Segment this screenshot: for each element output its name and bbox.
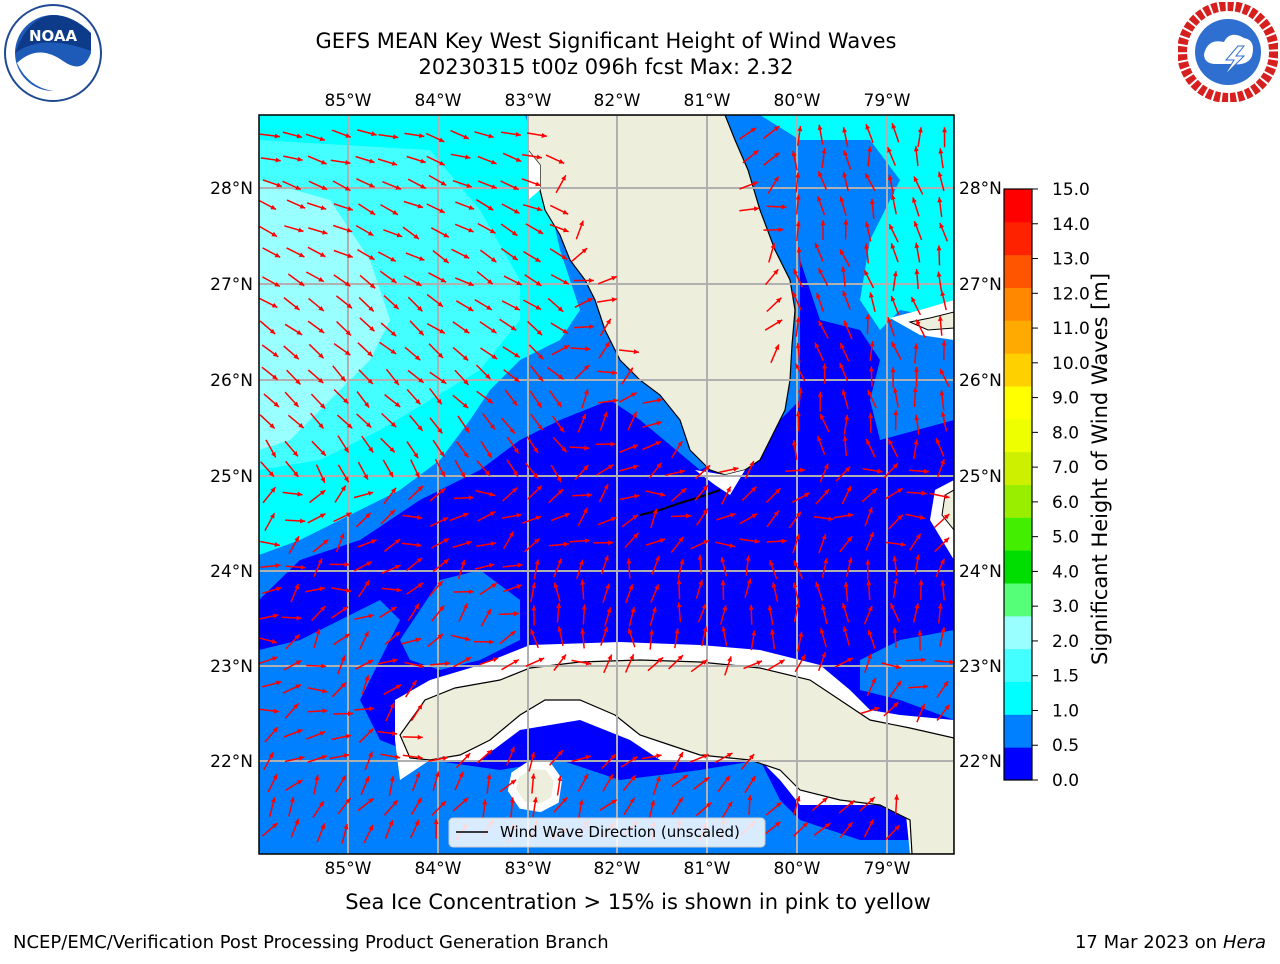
colorbar-segment <box>1004 550 1032 583</box>
lat-label-right-3: 25°N <box>959 467 1002 487</box>
colorbar-segment <box>1004 288 1032 321</box>
colorbar-tick-label-11: 9.0 <box>1052 389 1079 409</box>
colorbar-tick-label-3: 1.5 <box>1052 667 1079 687</box>
lon-label-bottom-2: 83°W <box>505 859 552 879</box>
lon-label-bottom-1: 84°W <box>415 859 462 879</box>
colorbar-tick-label-4: 2.0 <box>1052 632 1079 652</box>
lon-label-bottom-5: 80°W <box>774 859 821 879</box>
colorbar-label: Significant Height of Wind Waves [m] <box>1086 259 1114 679</box>
lat-label-left-3: 25°N <box>210 467 253 487</box>
footer-date-text: 17 Mar 2023 on <box>1075 932 1217 953</box>
colorbar-segment <box>1004 649 1032 682</box>
lat-label-left-2: 26°N <box>210 371 253 391</box>
colorbar: 0.0 0.5 1.0 1.5 2.0 3.0 4.0 5.0 6.0 7.0 8.0 9.0 10.0… <box>1004 180 1090 791</box>
lat-label-left-4: 24°N <box>210 562 253 582</box>
colorbar-segment <box>1004 255 1032 288</box>
colorbar-tick-label-2: 1.0 <box>1052 701 1079 721</box>
colorbar-segment <box>1004 616 1032 649</box>
footer-branch: NCEP/EMC/Verification Post Processing Pr… <box>13 932 609 953</box>
lon-label-top-3: 82°W <box>594 91 641 111</box>
colorbar-tick-label-10: 8.0 <box>1052 423 1079 443</box>
lat-label-right-6: 22°N <box>959 752 1002 772</box>
colorbar-segment <box>1004 386 1032 419</box>
colorbar-tick-label-9: 7.0 <box>1052 458 1079 478</box>
colorbar-segment <box>1004 682 1032 715</box>
lon-label-top-5: 80°W <box>774 91 821 111</box>
footer-machine: Hera <box>1223 932 1266 953</box>
footer-date: 17 Mar 2023 on Hera <box>1075 932 1266 953</box>
colorbar-tick-label-16: 14.0 <box>1052 215 1090 235</box>
lon-label-bottom-0: 85°W <box>325 859 372 879</box>
colorbar-segment <box>1004 517 1032 550</box>
lat-label-right-4: 24°N <box>959 562 1002 582</box>
colorbar-tick-label-7: 5.0 <box>1052 528 1079 548</box>
lon-label-top-0: 85°W <box>325 91 372 111</box>
lat-label-right-1: 27°N <box>959 275 1002 295</box>
sea-ice-note: Sea Ice Concentration > 15% is shown in … <box>258 890 1018 914</box>
colorbar-segment <box>1004 714 1032 747</box>
lon-label-bottom-6: 79°W <box>864 859 911 879</box>
lat-label-right-2: 26°N <box>959 371 1002 391</box>
colorbar-tick-label-13: 11.0 <box>1052 319 1090 339</box>
lat-label-left-1: 27°N <box>210 275 253 295</box>
lon-label-bottom-4: 81°W <box>684 859 731 879</box>
colorbar-segment <box>1004 747 1032 780</box>
colorbar-segment <box>1004 485 1032 518</box>
lon-label-top-4: 81°W <box>684 91 731 111</box>
colorbar-tick-label-6: 4.0 <box>1052 562 1079 582</box>
colorbar-segment <box>1004 189 1032 222</box>
map-fields <box>259 115 954 854</box>
colorbar-tick-label-17: 15.0 <box>1052 180 1090 200</box>
colorbar-segment <box>1004 353 1032 386</box>
lat-label-right-5: 23°N <box>959 657 1002 677</box>
arrow-legend: Wind Wave Direction (unscaled) <box>449 818 765 847</box>
lat-label-left-6: 22°N <box>210 752 253 772</box>
lat-label-left-0: 28°N <box>210 179 253 199</box>
lon-label-top-2: 83°W <box>505 91 552 111</box>
colorbar-tick-label-12: 10.0 <box>1052 354 1090 374</box>
legend-label: Wind Wave Direction (unscaled) <box>500 823 740 841</box>
colorbar-tick-label-15: 13.0 <box>1052 250 1090 270</box>
lon-label-top-1: 84°W <box>415 91 462 111</box>
colorbar-segment <box>1004 583 1032 616</box>
colorbar-tick-label-14: 12.0 <box>1052 284 1090 304</box>
lat-label-right-0: 28°N <box>959 179 1002 199</box>
lon-label-bottom-3: 82°W <box>594 859 641 879</box>
colorbar-segment <box>1004 320 1032 353</box>
colorbar-segment <box>1004 452 1032 485</box>
colorbar-segment <box>1004 222 1032 255</box>
lat-label-left-5: 23°N <box>210 657 253 677</box>
colorbar-tick-label-1: 0.5 <box>1052 736 1079 756</box>
lon-label-top-6: 79°W <box>864 91 911 111</box>
colorbar-tick-label-8: 6.0 <box>1052 493 1079 513</box>
colorbar-tick-label-0: 0.0 <box>1052 771 1079 791</box>
colorbar-segment <box>1004 419 1032 452</box>
colorbar-tick-label-5: 3.0 <box>1052 597 1079 617</box>
